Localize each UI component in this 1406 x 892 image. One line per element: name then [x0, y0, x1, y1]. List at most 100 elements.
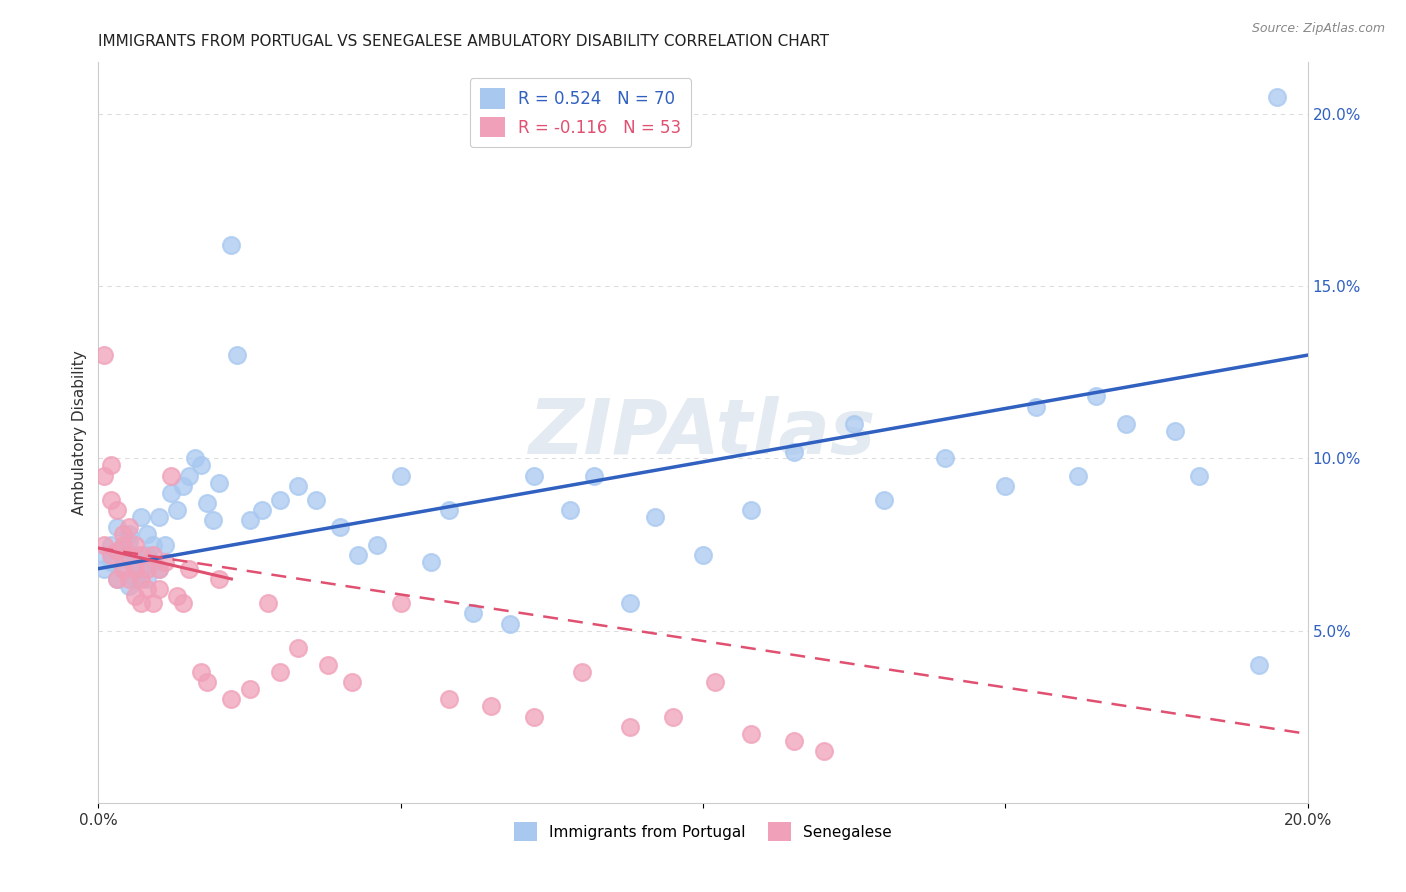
Immigrants from Portugal	[783, 444, 806, 458]
Senegalese	[221, 692, 243, 706]
Senegalese	[523, 709, 546, 723]
Immigrants from Portugal	[166, 503, 188, 517]
Immigrants from Portugal	[558, 503, 581, 517]
Immigrants from Portugal	[208, 475, 231, 490]
Immigrants from Portugal	[105, 544, 128, 558]
Senegalese	[111, 561, 134, 575]
Immigrants from Portugal	[1024, 400, 1046, 414]
Immigrants from Portugal	[1163, 424, 1185, 438]
Senegalese	[740, 727, 762, 741]
Senegalese	[142, 596, 165, 610]
Immigrants from Portugal	[305, 492, 328, 507]
Immigrants from Portugal	[118, 579, 141, 593]
Senegalese	[148, 561, 170, 575]
Senegalese	[342, 675, 364, 690]
Immigrants from Portugal	[129, 561, 152, 575]
Immigrants from Portugal	[287, 479, 309, 493]
Immigrants from Portugal	[160, 486, 183, 500]
Text: IMMIGRANTS FROM PORTUGAL VS SENEGALESE AMBULATORY DISABILITY CORRELATION CHART: IMMIGRANTS FROM PORTUGAL VS SENEGALESE A…	[98, 34, 830, 49]
Immigrants from Portugal	[129, 510, 152, 524]
Immigrants from Portugal	[619, 596, 641, 610]
Senegalese	[153, 555, 176, 569]
Senegalese	[124, 537, 146, 551]
Immigrants from Portugal	[366, 537, 388, 551]
Senegalese	[105, 544, 128, 558]
Immigrants from Portugal	[498, 616, 520, 631]
Senegalese	[256, 596, 278, 610]
Senegalese	[93, 468, 115, 483]
Immigrants from Portugal	[250, 503, 273, 517]
Senegalese	[172, 596, 194, 610]
Immigrants from Portugal	[124, 572, 146, 586]
Immigrants from Portugal	[692, 548, 714, 562]
Senegalese	[813, 744, 835, 758]
Senegalese	[118, 548, 141, 562]
Legend: Immigrants from Portugal, Senegalese: Immigrants from Portugal, Senegalese	[508, 816, 898, 847]
Immigrants from Portugal	[142, 537, 165, 551]
Immigrants from Portugal	[135, 527, 157, 541]
Senegalese	[166, 589, 188, 603]
Senegalese	[124, 561, 146, 575]
Senegalese	[195, 675, 218, 690]
Senegalese	[100, 548, 122, 562]
Immigrants from Portugal	[105, 520, 128, 534]
Senegalese	[142, 548, 165, 562]
Immigrants from Portugal	[195, 496, 218, 510]
Senegalese	[661, 709, 683, 723]
Senegalese	[105, 503, 128, 517]
Immigrants from Portugal	[1188, 468, 1211, 483]
Immigrants from Portugal	[389, 468, 412, 483]
Text: Source: ZipAtlas.com: Source: ZipAtlas.com	[1251, 22, 1385, 36]
Immigrants from Portugal	[124, 555, 146, 569]
Immigrants from Portugal	[221, 238, 243, 252]
Senegalese	[571, 665, 593, 679]
Senegalese	[179, 561, 201, 575]
Immigrants from Portugal	[190, 458, 212, 473]
Immigrants from Portugal	[226, 348, 249, 362]
Text: ZIPAtlas: ZIPAtlas	[529, 396, 877, 469]
Immigrants from Portugal	[347, 548, 370, 562]
Immigrants from Portugal	[100, 537, 122, 551]
Immigrants from Portugal	[844, 417, 866, 431]
Immigrants from Portugal	[1115, 417, 1137, 431]
Immigrants from Portugal	[994, 479, 1017, 493]
Immigrants from Portugal	[118, 527, 141, 541]
Immigrants from Portugal	[437, 503, 460, 517]
Senegalese	[389, 596, 412, 610]
Immigrants from Portugal	[1067, 468, 1090, 483]
Senegalese	[135, 582, 157, 597]
Immigrants from Portugal	[873, 492, 896, 507]
Immigrants from Portugal	[148, 510, 170, 524]
Immigrants from Portugal	[105, 572, 128, 586]
Immigrants from Portugal	[93, 548, 115, 562]
Senegalese	[124, 589, 146, 603]
Senegalese	[619, 720, 641, 734]
Immigrants from Portugal	[740, 503, 762, 517]
Immigrants from Portugal	[420, 555, 443, 569]
Senegalese	[93, 348, 115, 362]
Senegalese	[135, 561, 157, 575]
Senegalese	[208, 572, 231, 586]
Senegalese	[148, 582, 170, 597]
Immigrants from Portugal	[583, 468, 606, 483]
Immigrants from Portugal	[184, 451, 207, 466]
Immigrants from Portugal	[463, 607, 485, 621]
Immigrants from Portugal	[1085, 389, 1108, 403]
Senegalese	[111, 527, 134, 541]
Y-axis label: Ambulatory Disability: Ambulatory Disability	[72, 351, 87, 515]
Senegalese	[111, 537, 134, 551]
Immigrants from Portugal	[148, 561, 170, 575]
Senegalese	[129, 596, 152, 610]
Senegalese	[129, 548, 152, 562]
Senegalese	[118, 520, 141, 534]
Immigrants from Portugal	[135, 548, 157, 562]
Senegalese	[160, 468, 183, 483]
Senegalese	[190, 665, 212, 679]
Senegalese	[239, 682, 262, 697]
Senegalese	[129, 572, 152, 586]
Senegalese	[100, 458, 122, 473]
Immigrants from Portugal	[239, 513, 262, 527]
Senegalese	[316, 658, 339, 673]
Immigrants from Portugal	[1267, 90, 1289, 104]
Immigrants from Portugal	[179, 468, 201, 483]
